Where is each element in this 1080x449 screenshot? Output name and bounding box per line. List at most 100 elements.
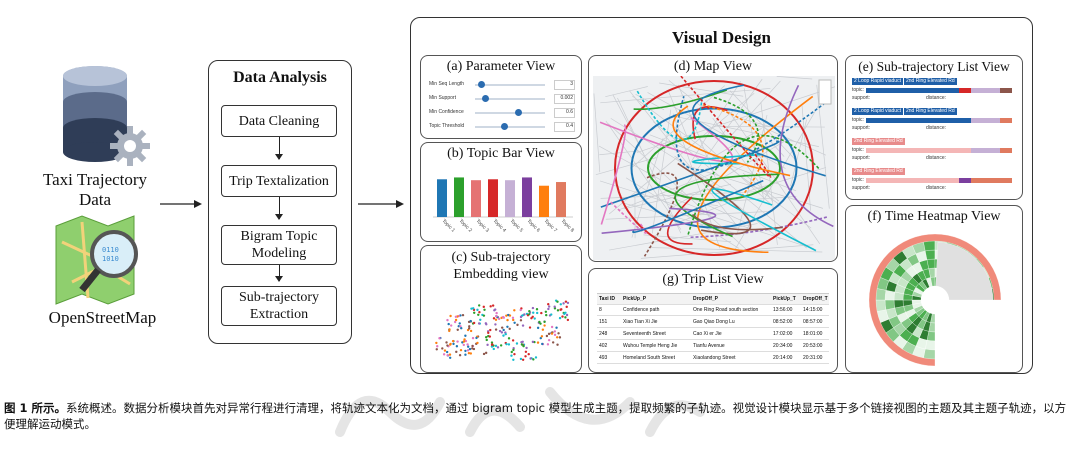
embedding-point[interactable] — [470, 307, 472, 309]
embedding-point[interactable] — [520, 316, 522, 318]
embedding-point[interactable] — [520, 319, 522, 321]
parameter-slider[interactable] — [475, 112, 545, 114]
embedding-point[interactable] — [541, 343, 543, 345]
road-tag[interactable]: 2nd Ring Elevated Rd — [904, 108, 957, 115]
parameter-slider[interactable] — [475, 126, 545, 128]
embedding-point[interactable] — [554, 330, 556, 332]
embedding-point[interactable] — [555, 327, 557, 329]
embedding-point[interactable] — [452, 340, 454, 342]
embedding-point[interactable] — [464, 350, 466, 352]
parameter-slider[interactable] — [475, 98, 545, 100]
embedding-point[interactable] — [562, 302, 564, 304]
embedding-point[interactable] — [560, 308, 562, 310]
embedding-point[interactable] — [448, 328, 450, 330]
embedding-point[interactable] — [449, 315, 451, 317]
embedding-point[interactable] — [557, 309, 559, 311]
embedding-point[interactable] — [506, 319, 508, 321]
embedding-point[interactable] — [468, 327, 470, 329]
slider-handle[interactable] — [482, 95, 489, 102]
embedding-point[interactable] — [464, 354, 466, 356]
embedding-point[interactable] — [473, 322, 475, 324]
slider-handle[interactable] — [501, 123, 508, 130]
embedding-point[interactable] — [536, 312, 538, 314]
col-dropoff-t[interactable]: DropOff_T — [803, 296, 828, 302]
embedding-point[interactable] — [483, 353, 485, 355]
embedding-point[interactable] — [502, 329, 504, 331]
embedding-point[interactable] — [436, 348, 438, 350]
embedding-point[interactable] — [512, 317, 514, 319]
embedding-point[interactable] — [503, 317, 505, 319]
embedding-point[interactable] — [463, 344, 465, 346]
embedding-point[interactable] — [532, 312, 534, 314]
embedding-point[interactable] — [446, 351, 448, 353]
embedding-point[interactable] — [535, 356, 537, 358]
embedding-point[interactable] — [536, 308, 538, 310]
embedding-point[interactable] — [516, 342, 518, 344]
embedding-point[interactable] — [525, 347, 527, 349]
embedding-point[interactable] — [443, 353, 445, 355]
embedding-point[interactable] — [520, 358, 522, 360]
embedding-point[interactable] — [563, 313, 565, 315]
embedding-point[interactable] — [566, 314, 568, 316]
parameter-value-field[interactable]: 0.4 — [554, 122, 575, 132]
embedding-point[interactable] — [523, 313, 525, 315]
embedding-point[interactable] — [534, 317, 536, 319]
road-tag[interactable]: 2nd Ring Elevated Rd — [904, 78, 957, 85]
topic-bar[interactable] — [454, 177, 464, 217]
road-tag[interactable]: 2nd Ring Elevated Rd — [852, 168, 905, 175]
embedding-point[interactable] — [497, 346, 499, 348]
embedding-point[interactable] — [485, 322, 487, 324]
embedding-point[interactable] — [445, 341, 447, 343]
embedding-point[interactable] — [489, 329, 491, 331]
embedding-point[interactable] — [485, 336, 487, 338]
table-row[interactable]: 402 Wuhou Temple Heng Jie Tianfu Avenue … — [597, 341, 829, 352]
embedding-point[interactable] — [470, 352, 472, 354]
embedding-point[interactable] — [529, 357, 531, 359]
map-canvas[interactable] — [593, 76, 835, 260]
embedding-point[interactable] — [447, 323, 449, 325]
embedding-point[interactable] — [547, 343, 549, 345]
embedding-point[interactable] — [500, 344, 502, 346]
embedding-point[interactable] — [505, 343, 507, 345]
embedding-point[interactable] — [493, 348, 495, 350]
embedding-point[interactable] — [512, 359, 514, 361]
embedding-point[interactable] — [459, 322, 461, 324]
embedding-point[interactable] — [542, 329, 544, 331]
embedding-point[interactable] — [478, 304, 480, 306]
embedding-point[interactable] — [508, 343, 510, 345]
heat-cell[interactable] — [876, 300, 886, 312]
embedding-point[interactable] — [492, 304, 494, 306]
embedding-point[interactable] — [476, 309, 478, 311]
embedding-point[interactable] — [444, 349, 446, 351]
embedding-point[interactable] — [456, 345, 458, 347]
embedding-point[interactable] — [521, 343, 523, 345]
embedding-point[interactable] — [487, 332, 489, 334]
embedding-point[interactable] — [553, 306, 555, 308]
embedding-point[interactable] — [438, 337, 440, 339]
embedding-point[interactable] — [552, 341, 554, 343]
embedding-point[interactable] — [468, 325, 470, 327]
col-pickup-t[interactable]: PickUp_T — [773, 296, 796, 302]
embedding-point[interactable] — [565, 300, 567, 302]
heat-cell[interactable] — [885, 300, 895, 310]
embedding-point[interactable] — [543, 324, 545, 326]
col-taxi-id[interactable]: Taxi ID — [599, 296, 615, 302]
embedding-point[interactable] — [537, 341, 539, 343]
embedding-point[interactable] — [564, 316, 566, 318]
embedding-point[interactable] — [545, 311, 547, 313]
embedding-point[interactable] — [457, 329, 459, 331]
embedding-point[interactable] — [525, 351, 527, 353]
embedding-point[interactable] — [476, 342, 478, 344]
topic-bar[interactable] — [505, 180, 515, 217]
embedding-point[interactable] — [506, 326, 508, 328]
embedding-point[interactable] — [546, 335, 548, 337]
embedding-point[interactable] — [528, 313, 530, 315]
embedding-point[interactable] — [446, 344, 448, 346]
embedding-point[interactable] — [473, 312, 475, 314]
topic-bar[interactable] — [556, 182, 566, 217]
zoom-control[interactable] — [819, 80, 831, 104]
embedding-point[interactable] — [483, 309, 485, 311]
embedding-point[interactable] — [459, 354, 461, 356]
